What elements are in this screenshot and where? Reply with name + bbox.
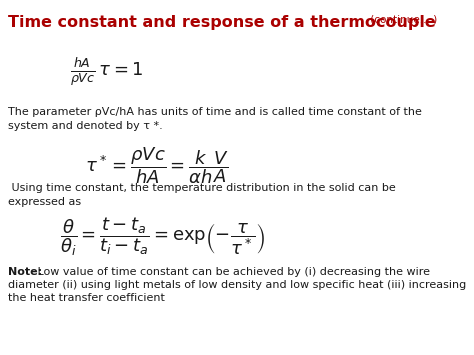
Text: Using time constant, the temperature distribution in the solid can be: Using time constant, the temperature dis… <box>8 183 396 193</box>
Text: expressed as: expressed as <box>8 197 81 207</box>
Text: $\tau^* = \dfrac{\rho Vc}{hA} = \dfrac{k}{\alpha h}\dfrac{V}{A}$: $\tau^* = \dfrac{\rho Vc}{hA} = \dfrac{k… <box>85 145 229 186</box>
Text: diameter (ii) using light metals of low density and low specific heat (iii) incr: diameter (ii) using light metals of low … <box>8 280 466 290</box>
Text: Low value of time constant can be achieved by (i) decreasing the wire: Low value of time constant can be achiev… <box>34 267 430 277</box>
Text: $\dfrac{\theta}{\theta_i} = \dfrac{t - t_a}{t_i - t_a} = \exp\!\left(-\dfrac{\ta: $\dfrac{\theta}{\theta_i} = \dfrac{t - t… <box>60 215 265 258</box>
Text: the heat transfer coefficient: the heat transfer coefficient <box>8 293 165 303</box>
Text: system and denoted by τ *.: system and denoted by τ *. <box>8 121 163 131</box>
Text: The parameter ρVc/hA has units of time and is called time constant of the: The parameter ρVc/hA has units of time a… <box>8 107 422 117</box>
Text: Note:: Note: <box>8 267 42 277</box>
Text: (continue....): (continue....) <box>367 15 437 25</box>
Text: $\frac{hA}{\rho Vc}\,\tau = 1$: $\frac{hA}{\rho Vc}\,\tau = 1$ <box>70 57 144 89</box>
Text: Time constant and response of a thermocouple: Time constant and response of a thermoco… <box>8 15 436 30</box>
